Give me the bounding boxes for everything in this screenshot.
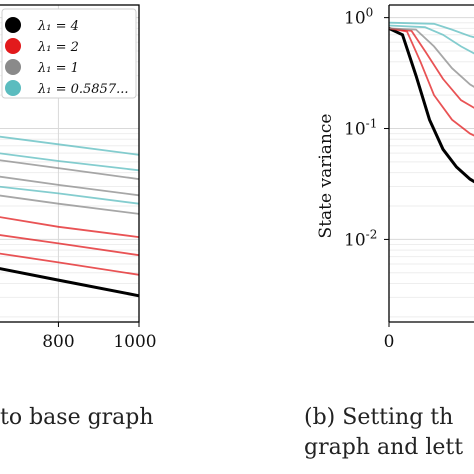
legend-label: λ₁ = 0.5857... bbox=[37, 82, 129, 97]
right-series-lines bbox=[388, 21, 474, 184]
legend-label: λ₁ = 4 bbox=[37, 19, 79, 34]
legend-marker bbox=[5, 38, 21, 54]
legend-marker bbox=[5, 80, 21, 96]
caption-right-line2: graph and lett bbox=[304, 435, 464, 460]
y-tick-label: 10-1 bbox=[344, 117, 377, 140]
legend-label: λ₁ = 1 bbox=[37, 61, 79, 76]
series-line-1 bbox=[388, 27, 474, 137]
series-line-4 bbox=[0, 194, 140, 215]
series-line-5 bbox=[388, 21, 474, 39]
left-plot-frame bbox=[0, 4, 140, 323]
series-line-0 bbox=[0, 267, 140, 298]
legend: λ₁ = 4 λ₁ = 2 λ₁ = 1 λ₁ = 0.5857... bbox=[1, 8, 137, 99]
right-plot-panel: State variance 100 10-1 10-2 0 bbox=[316, 4, 474, 352]
legend-marker bbox=[5, 17, 21, 33]
series-line-9 bbox=[0, 135, 140, 156]
series-line-5 bbox=[0, 175, 140, 197]
right-y-ticks: 100 10-1 10-2 bbox=[344, 6, 389, 250]
right-y-axis-label: State variance bbox=[316, 114, 336, 239]
left-plot-panel: 800 1000 λ₁ = 4 λ₁ = 2 λ₁ = 1 λ₁ = 0.5857... bbox=[0, 4, 157, 352]
legend-label: λ₁ = 2 bbox=[37, 40, 79, 55]
x-tick-label: 800 bbox=[42, 332, 74, 352]
series-line-0 bbox=[388, 27, 474, 184]
series-line-6 bbox=[0, 159, 140, 180]
y-tick-label: 10-2 bbox=[344, 227, 377, 250]
series-line-2 bbox=[0, 234, 140, 257]
x-tick-label: 0 bbox=[384, 332, 395, 352]
y-tick-label: 100 bbox=[344, 6, 373, 29]
caption-right-line1: (b) Setting th bbox=[304, 405, 454, 430]
legend-marker bbox=[5, 59, 21, 75]
left-x-ticks: 800 1000 bbox=[42, 322, 157, 352]
series-line-1 bbox=[0, 252, 140, 276]
series-line-3 bbox=[0, 216, 140, 238]
right-x-ticks: 0 bbox=[384, 322, 395, 352]
right-plot-background bbox=[389, 5, 474, 322]
legend-box bbox=[1, 8, 137, 99]
series-line-4 bbox=[388, 24, 474, 55]
x-tick-label: 1000 bbox=[113, 332, 156, 352]
series-line-3 bbox=[388, 27, 474, 88]
series-line-8 bbox=[0, 152, 140, 172]
caption-left: to base graph bbox=[0, 405, 154, 430]
left-series-lines bbox=[0, 135, 140, 298]
series-line-7 bbox=[0, 185, 140, 205]
series-line-2 bbox=[388, 27, 474, 109]
